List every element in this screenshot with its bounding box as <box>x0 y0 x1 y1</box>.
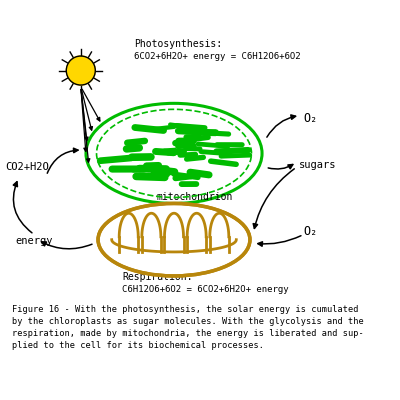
Text: 6CO2+6H2O+ energy = C6H12O6+6O2: 6CO2+6H2O+ energy = C6H12O6+6O2 <box>134 52 301 61</box>
Circle shape <box>66 56 95 85</box>
Text: sugars: sugars <box>299 160 336 170</box>
Text: Respiration:: Respiration: <box>122 272 193 282</box>
Text: energy: energy <box>15 236 53 246</box>
Ellipse shape <box>98 204 250 276</box>
Text: mitochondrion: mitochondrion <box>156 192 233 202</box>
Ellipse shape <box>86 103 262 204</box>
Text: CO2+H2O: CO2+H2O <box>5 162 48 172</box>
Text: chloroplast: chloroplast <box>133 210 202 220</box>
Text: Photosynthesis:: Photosynthesis: <box>134 40 222 50</box>
Text: Figure 16 - With the photosynthesis, the solar energy is cumulated
by the chloro: Figure 16 - With the photosynthesis, the… <box>12 305 364 350</box>
Text: O₂: O₂ <box>304 224 318 238</box>
Text: O₂: O₂ <box>304 112 318 125</box>
Text: C6H12O6+6O2 = 6CO2+6H2O+ energy: C6H12O6+6O2 = 6CO2+6H2O+ energy <box>122 284 289 294</box>
